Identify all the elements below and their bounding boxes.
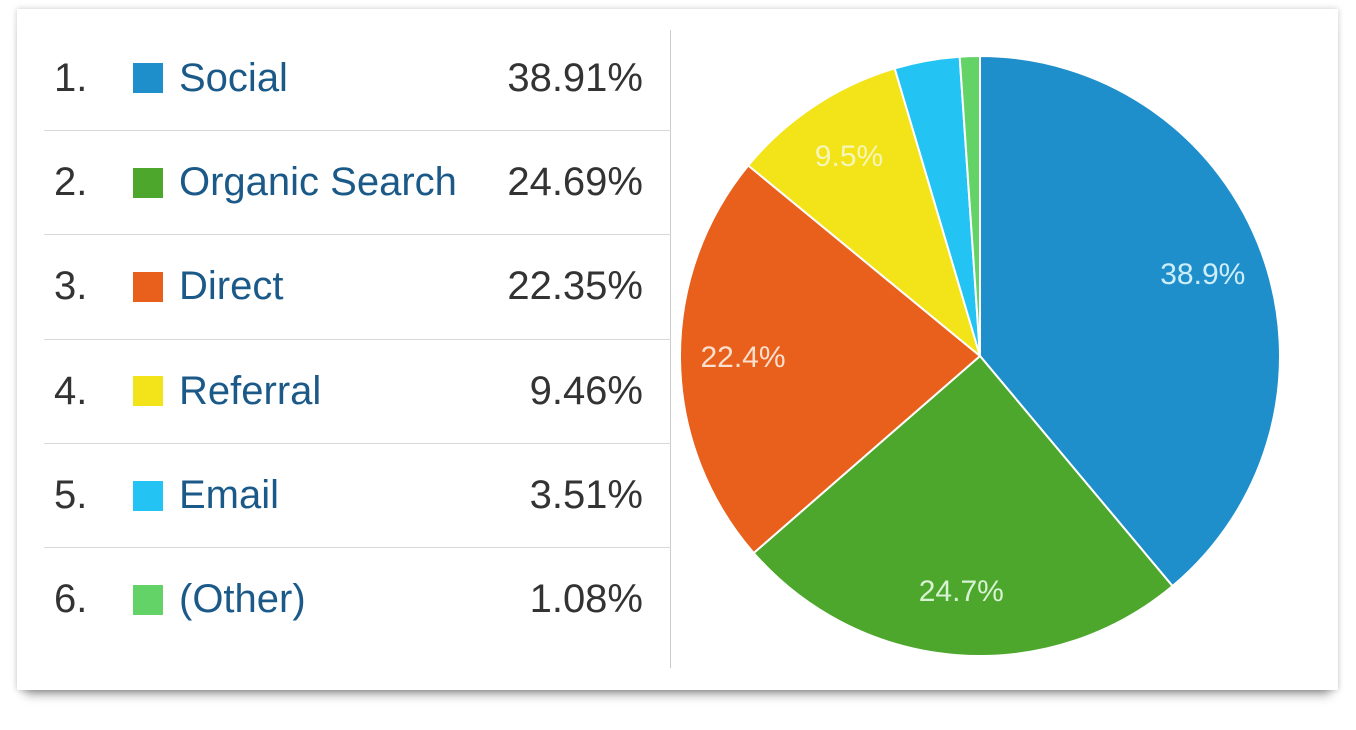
svg-text:24.7%: 24.7% bbox=[919, 575, 1004, 608]
svg-text:9.5%: 9.5% bbox=[815, 140, 883, 173]
svg-text:38.9%: 38.9% bbox=[1160, 258, 1245, 291]
svg-text:22.4%: 22.4% bbox=[700, 341, 785, 374]
